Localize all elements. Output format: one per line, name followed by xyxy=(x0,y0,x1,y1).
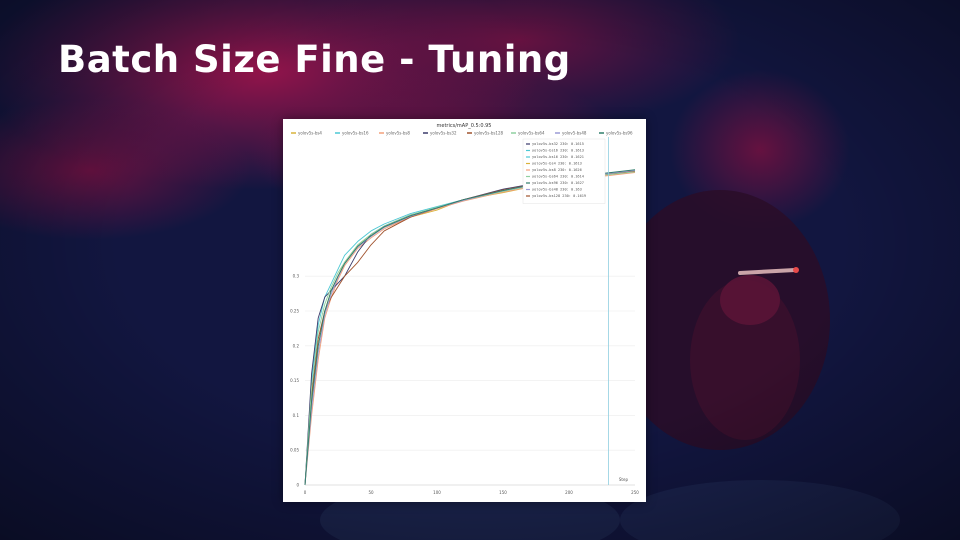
series-line[interactable] xyxy=(304,170,636,486)
series-line[interactable] xyxy=(304,169,636,486)
tooltip-box xyxy=(522,138,606,204)
tooltip-row: yolov5s-bs8 230: 0.1626 xyxy=(532,168,582,172)
series-line[interactable] xyxy=(304,170,636,486)
tooltip-row: yolov5s-bs32 230: 0.1615 xyxy=(532,142,584,146)
legend-item[interactable]: yolov5-bs48 xyxy=(562,131,587,136)
y-axis-ticks: 0 0.05 0.1 0.15 0.2 0.25 0.3 xyxy=(290,274,299,488)
tooltip-row: yolov5s-bs16 230: 0.1613 xyxy=(532,149,584,153)
legend-item[interactable]: yolov5s-bs16 xyxy=(342,131,369,136)
chart-grid xyxy=(305,275,635,486)
legend-item[interactable]: yolov5s-bs64 xyxy=(518,131,545,136)
x-tick-label: 100 xyxy=(433,490,441,495)
series-line[interactable] xyxy=(304,169,636,486)
legend-item[interactable]: yolov5s-bs8 xyxy=(386,131,410,136)
x-tick-label: 250 xyxy=(631,490,639,495)
legend-item[interactable]: yolov5s-bs96 xyxy=(606,131,633,136)
legend-item[interactable]: yolov5s-bs128 xyxy=(474,131,504,136)
tooltip-row: yolov5s-bs48 230: 0.163 xyxy=(532,188,582,192)
legend-item[interactable]: yolov5s-bs32 xyxy=(430,131,457,136)
y-tick-label: 0.05 xyxy=(290,448,299,453)
tooltip-row: yolov5s-bs64 230: 0.1614 xyxy=(532,175,584,179)
y-tick-label: 0.15 xyxy=(290,378,299,383)
tooltip-row: yolov5s-bs96 230: 0.1627 xyxy=(532,181,584,185)
series-line[interactable] xyxy=(304,171,636,486)
line-chart[interactable]: metrics/mAP_0.5:0.95 yolov5s-bs4 yolov5s-… xyxy=(283,119,646,502)
tooltip-row: yolov5s-bs128 230: 0.1619 xyxy=(532,194,586,198)
series-line[interactable] xyxy=(304,172,636,486)
series-line[interactable] xyxy=(304,171,636,486)
y-tick-label: 0.1 xyxy=(293,413,300,418)
chart-panel: metrics/mAP_0.5:0.95 yolov5s-bs4 yolov5s-… xyxy=(283,119,646,502)
y-tick-label: 0.25 xyxy=(290,309,299,314)
x-axis-ticks: 0 50 100 150 200 250 xyxy=(304,490,640,495)
chart-series xyxy=(304,169,636,486)
series-line[interactable] xyxy=(304,169,636,486)
slide-title: Batch Size Fine - Tuning xyxy=(58,38,571,81)
chart-title: metrics/mAP_0.5:0.95 xyxy=(437,123,492,129)
hover-tooltip: yolov5s-bs32 230: 0.1615 yolov5s-bs16 230… xyxy=(522,138,606,204)
x-axis-label: Step xyxy=(619,477,629,482)
x-tick-label: 150 xyxy=(499,490,507,495)
y-tick-label: 0.3 xyxy=(293,274,300,279)
x-tick-label: 0 xyxy=(304,490,307,495)
y-tick-label: 0.2 xyxy=(293,343,300,348)
x-tick-label: 200 xyxy=(565,490,573,495)
tooltip-row: yolov5s-bs4 230: 0.1613 xyxy=(532,162,582,166)
chart-legend: yolov5s-bs4 yolov5s-bs16 yolov5s-bs8 yolov5… xyxy=(291,131,633,136)
x-tick-label: 50 xyxy=(368,490,374,495)
legend-item[interactable]: yolov5s-bs4 xyxy=(298,131,322,136)
tooltip-row: yolov5s-bs16 230: 0.1621 xyxy=(532,155,584,159)
y-tick-label: 0 xyxy=(296,483,299,488)
